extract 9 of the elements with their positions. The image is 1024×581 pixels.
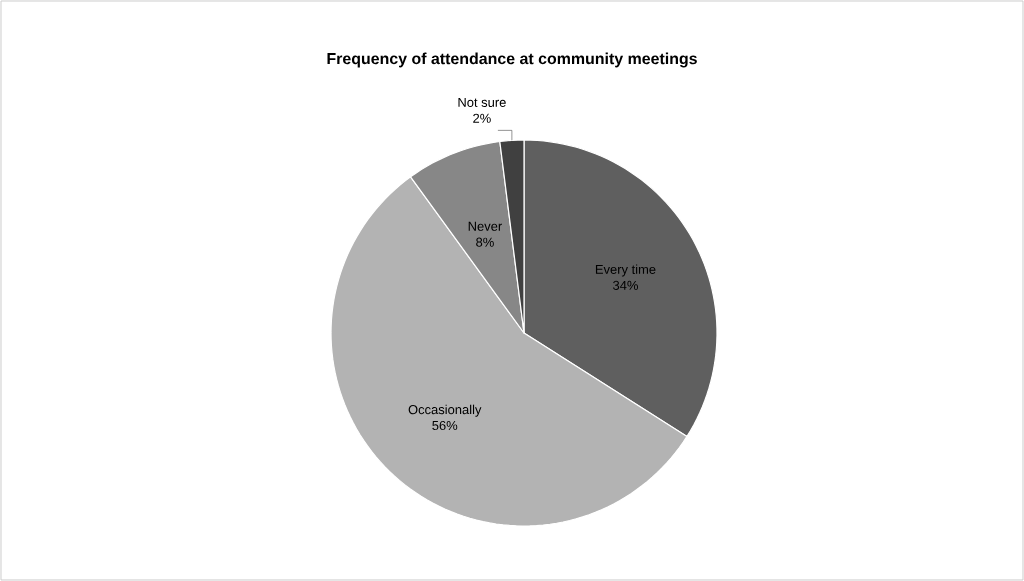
slice-label: Every time [595, 264, 656, 277]
data-label: 8% [476, 237, 494, 247]
slice-label: Never [468, 221, 502, 231]
data-label: 2% [473, 113, 491, 123]
chart-title: Frequency of attendance at community meetings [327, 52, 697, 68]
slice-label: Occasionally [408, 404, 482, 417]
slice-label: Not sure [458, 97, 506, 107]
data-label: 56% [432, 420, 458, 431]
data-label: 34% [613, 280, 638, 290]
